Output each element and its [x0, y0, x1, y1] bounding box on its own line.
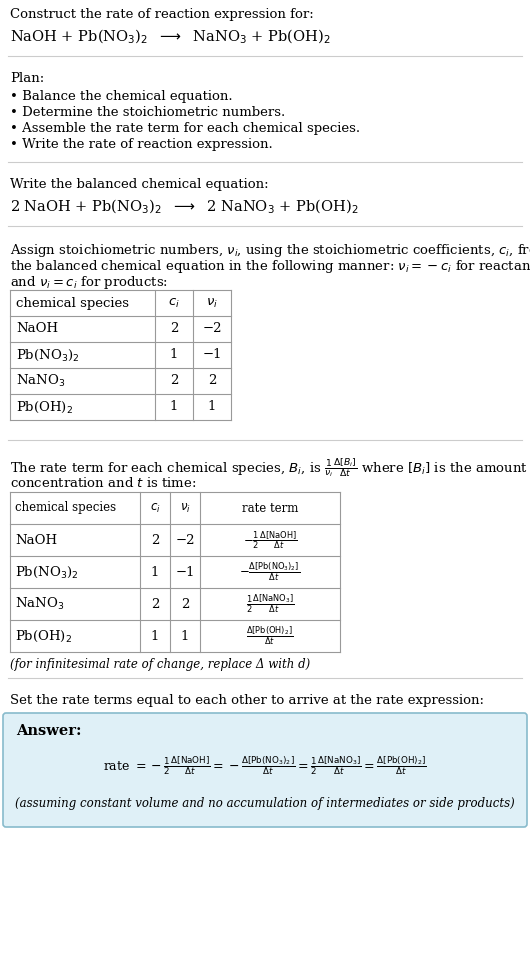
Text: chemical species: chemical species — [15, 502, 116, 514]
Text: • Balance the chemical equation.: • Balance the chemical equation. — [10, 90, 233, 103]
Text: 2 NaOH + Pb(NO$_3$)$_2$  $\longrightarrow$  2 NaNO$_3$ + Pb(OH)$_2$: 2 NaOH + Pb(NO$_3$)$_2$ $\longrightarrow… — [10, 198, 358, 217]
Text: the balanced chemical equation in the following manner: $\nu_i = -c_i$ for react: the balanced chemical equation in the fo… — [10, 258, 530, 275]
Text: −2: −2 — [175, 534, 195, 547]
FancyBboxPatch shape — [3, 713, 527, 827]
Text: $\frac{1}{2}\frac{\Delta[\mathrm{NaNO_3}]}{\Delta t}$: $\frac{1}{2}\frac{\Delta[\mathrm{NaNO_3}… — [246, 592, 294, 615]
Text: Pb(NO$_3$)$_2$: Pb(NO$_3$)$_2$ — [15, 564, 78, 580]
Text: 2: 2 — [208, 375, 216, 387]
Text: 1: 1 — [151, 630, 159, 642]
Text: 1: 1 — [181, 630, 189, 642]
Text: NaNO$_3$: NaNO$_3$ — [16, 373, 65, 389]
Text: Set the rate terms equal to each other to arrive at the rate expression:: Set the rate terms equal to each other t… — [10, 694, 484, 707]
Text: −1: −1 — [175, 565, 195, 579]
Text: (for infinitesimal rate of change, replace Δ with 𝑑): (for infinitesimal rate of change, repla… — [10, 658, 310, 671]
Text: 2: 2 — [170, 322, 178, 336]
Text: 1: 1 — [170, 348, 178, 361]
Text: rate $= -\frac{1}{2}\frac{\Delta[\mathrm{NaOH}]}{\Delta t} = -\frac{\Delta[\math: rate $= -\frac{1}{2}\frac{\Delta[\mathrm… — [103, 754, 427, 777]
Text: 1: 1 — [208, 400, 216, 414]
Text: and $\nu_i = c_i$ for products:: and $\nu_i = c_i$ for products: — [10, 274, 168, 291]
Text: (assuming constant volume and no accumulation of intermediates or side products): (assuming constant volume and no accumul… — [15, 797, 515, 810]
Text: $-\frac{\Delta[\mathrm{Pb(NO_3)_2}]}{\Delta t}$: $-\frac{\Delta[\mathrm{Pb(NO_3)_2}]}{\De… — [240, 561, 301, 584]
Text: rate term: rate term — [242, 502, 298, 514]
Text: NaOH + Pb(NO$_3$)$_2$  $\longrightarrow$  NaNO$_3$ + Pb(OH)$_2$: NaOH + Pb(NO$_3$)$_2$ $\longrightarrow$ … — [10, 28, 331, 47]
Text: NaOH: NaOH — [16, 322, 58, 336]
Text: Construct the rate of reaction expression for:: Construct the rate of reaction expressio… — [10, 8, 314, 21]
Text: • Assemble the rate term for each chemical species.: • Assemble the rate term for each chemic… — [10, 122, 360, 135]
Text: Pb(OH)$_2$: Pb(OH)$_2$ — [16, 399, 73, 415]
Text: Answer:: Answer: — [16, 724, 82, 738]
Text: Pb(NO$_3$)$_2$: Pb(NO$_3$)$_2$ — [16, 347, 80, 363]
Text: Assign stoichiometric numbers, $\nu_i$, using the stoichiometric coefficients, $: Assign stoichiometric numbers, $\nu_i$, … — [10, 242, 530, 259]
Text: NaOH: NaOH — [15, 534, 57, 547]
Text: 2: 2 — [181, 597, 189, 611]
Text: −2: −2 — [202, 322, 222, 336]
Text: $c_i$: $c_i$ — [168, 297, 180, 309]
Text: Plan:: Plan: — [10, 72, 44, 85]
Text: concentration and $t$ is time:: concentration and $t$ is time: — [10, 476, 197, 490]
Text: 1: 1 — [151, 565, 159, 579]
Text: −1: −1 — [202, 348, 222, 361]
Text: Write the balanced chemical equation:: Write the balanced chemical equation: — [10, 178, 269, 191]
Text: • Determine the stoichiometric numbers.: • Determine the stoichiometric numbers. — [10, 106, 285, 119]
Text: chemical species: chemical species — [16, 297, 129, 309]
Text: 1: 1 — [170, 400, 178, 414]
Text: 2: 2 — [151, 597, 159, 611]
Text: $-\frac{1}{2}\frac{\Delta[\mathrm{NaOH}]}{\Delta t}$: $-\frac{1}{2}\frac{\Delta[\mathrm{NaOH}]… — [243, 529, 297, 550]
Text: NaNO$_3$: NaNO$_3$ — [15, 596, 64, 612]
Text: • Write the rate of reaction expression.: • Write the rate of reaction expression. — [10, 138, 273, 151]
Text: $\frac{\Delta[\mathrm{Pb(OH)_2}]}{\Delta t}$: $\frac{\Delta[\mathrm{Pb(OH)_2}]}{\Delta… — [246, 625, 294, 647]
Text: The rate term for each chemical species, $B_i$, is $\frac{1}{\nu_i}\frac{\Delta[: The rate term for each chemical species,… — [10, 456, 528, 479]
Text: $\nu_i$: $\nu_i$ — [206, 297, 218, 309]
Text: 2: 2 — [170, 375, 178, 387]
Text: $\nu_i$: $\nu_i$ — [180, 502, 190, 514]
Text: Pb(OH)$_2$: Pb(OH)$_2$ — [15, 629, 72, 643]
Text: $c_i$: $c_i$ — [149, 502, 161, 514]
Text: 2: 2 — [151, 534, 159, 547]
